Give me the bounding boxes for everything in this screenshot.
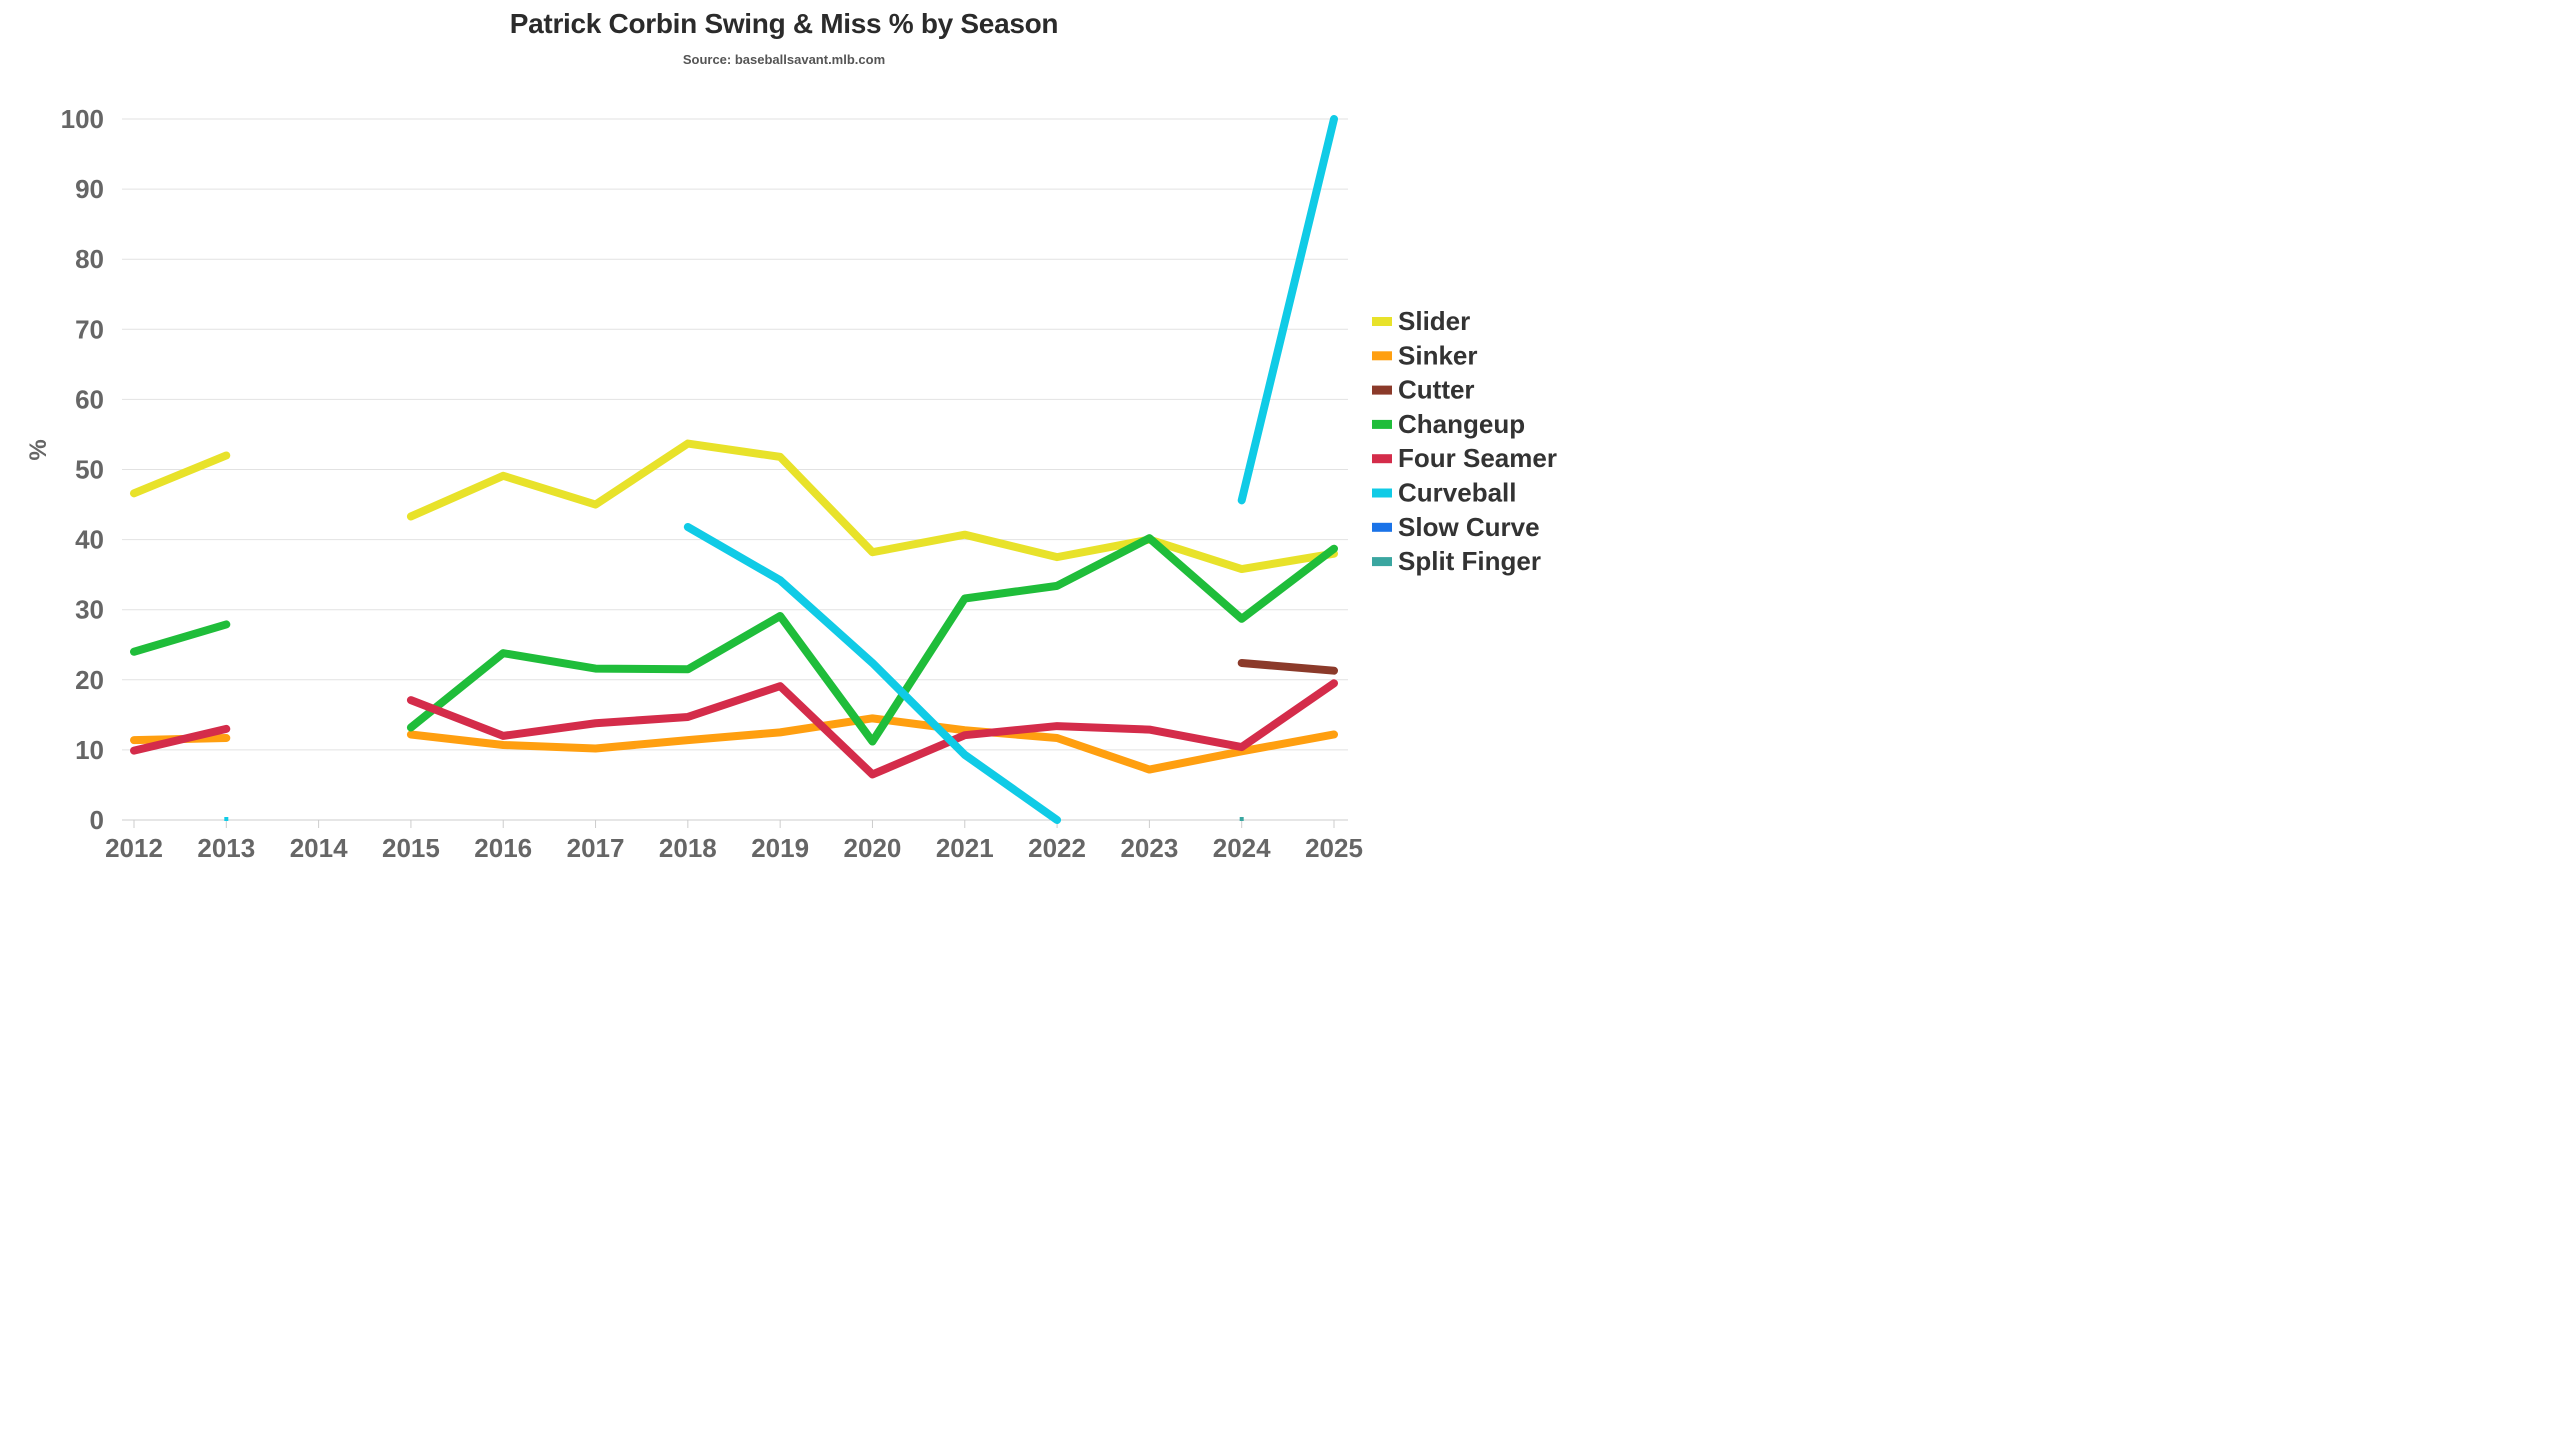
series-changeup <box>130 534 1338 746</box>
y-tick-label: 70 <box>75 314 104 344</box>
legend-label: Slow Curve <box>1398 512 1540 542</box>
legend-item: Changeup <box>1372 409 1525 439</box>
series-line <box>1237 115 1338 505</box>
chart-container: Patrick Corbin Swing & Miss % by Season … <box>0 0 1560 877</box>
legend-swatch <box>1372 351 1392 361</box>
legend-item: Cutter <box>1372 375 1475 405</box>
x-tick-label: 2020 <box>844 833 902 863</box>
x-tick-label: 2012 <box>105 833 163 863</box>
legend-item: Four Seamer <box>1372 443 1557 473</box>
legend-swatch <box>1372 317 1392 326</box>
series-split-finger <box>1239 817 1244 821</box>
chart-subtitle: Source: baseballsavant.mlb.com <box>682 52 886 67</box>
y-tick-label: 30 <box>75 595 104 625</box>
x-tick-label: 2019 <box>751 833 809 863</box>
y-tick-label: 100 <box>61 104 104 134</box>
x-tick-label: 2018 <box>659 833 717 863</box>
axes: 0 10 20 30 40 50 60 70 80 90 100 2012 2013 2014 2015 20… <box>25 104 1363 863</box>
series-line <box>1237 658 1338 675</box>
y-tick-label: 80 <box>75 244 104 274</box>
series-line <box>683 522 1062 824</box>
y-tick-label: 20 <box>75 665 104 695</box>
legend-label: Sinker <box>1398 340 1478 370</box>
series-point <box>1239 817 1244 821</box>
series-line <box>130 620 231 656</box>
series-lines <box>130 115 1338 824</box>
series-four-seamer <box>130 679 1338 779</box>
legend-swatch <box>1372 557 1392 567</box>
legend: Slider Sinker Cutter Changeup Four Seamer Cur… <box>1372 306 1557 576</box>
x-tick-label: 2024 <box>1213 833 1271 863</box>
series-line <box>130 451 231 498</box>
series-line <box>130 724 231 755</box>
series-line <box>406 714 1338 774</box>
legend-label: Cutter <box>1398 375 1475 405</box>
x-tick-label: 2023 <box>1120 833 1178 863</box>
legend-label: Four Seamer <box>1398 443 1557 473</box>
y-tick-label: 90 <box>75 174 104 204</box>
x-tick-label: 2025 <box>1305 833 1363 863</box>
series-line <box>406 534 1338 746</box>
series-sinker <box>130 714 1338 774</box>
legend-item: Curveball <box>1372 478 1517 508</box>
grid-lines <box>122 118 1348 821</box>
x-tick-label: 2016 <box>474 833 532 863</box>
y-tick-label: 40 <box>75 525 104 555</box>
x-tick-label: 2015 <box>382 833 440 863</box>
y-tick-label: 10 <box>75 735 104 765</box>
legend-item: Slider <box>1372 306 1470 336</box>
series-line <box>406 679 1338 779</box>
legend-swatch <box>1372 419 1392 429</box>
x-tick-label: 2017 <box>567 833 625 863</box>
x-tick-label: 2022 <box>1028 833 1086 863</box>
legend-swatch <box>1372 522 1392 532</box>
legend-swatch <box>1372 454 1392 464</box>
series-slider <box>130 439 1338 574</box>
x-tick-label: 2014 <box>290 833 348 863</box>
x-tick-label: 2013 <box>197 833 255 863</box>
legend-label: Slider <box>1398 306 1470 336</box>
y-tick-label: 60 <box>75 384 104 414</box>
series-curveball <box>224 115 1338 824</box>
legend-item: Split Finger <box>1372 546 1541 576</box>
line-chart: 0 10 20 30 40 50 60 70 80 90 100 2012 2013 2014 2015 20… <box>25 104 1557 863</box>
legend-swatch <box>1372 488 1392 498</box>
y-tick-label: 50 <box>75 455 104 485</box>
y-axis-label: % <box>25 439 52 460</box>
legend-label: Changeup <box>1398 409 1525 439</box>
series-point <box>224 817 229 821</box>
y-tick-label: 0 <box>90 805 104 835</box>
series-line <box>406 439 1338 574</box>
legend-swatch <box>1372 385 1392 395</box>
series-cutter <box>1237 658 1338 675</box>
legend-item: Slow Curve <box>1372 512 1540 542</box>
chart-title: Patrick Corbin Swing & Miss % by Season <box>509 8 1059 39</box>
legend-item: Sinker <box>1372 340 1478 370</box>
x-tick-label: 2021 <box>936 833 994 863</box>
legend-label: Split Finger <box>1398 546 1541 576</box>
legend-label: Curveball <box>1398 478 1517 508</box>
